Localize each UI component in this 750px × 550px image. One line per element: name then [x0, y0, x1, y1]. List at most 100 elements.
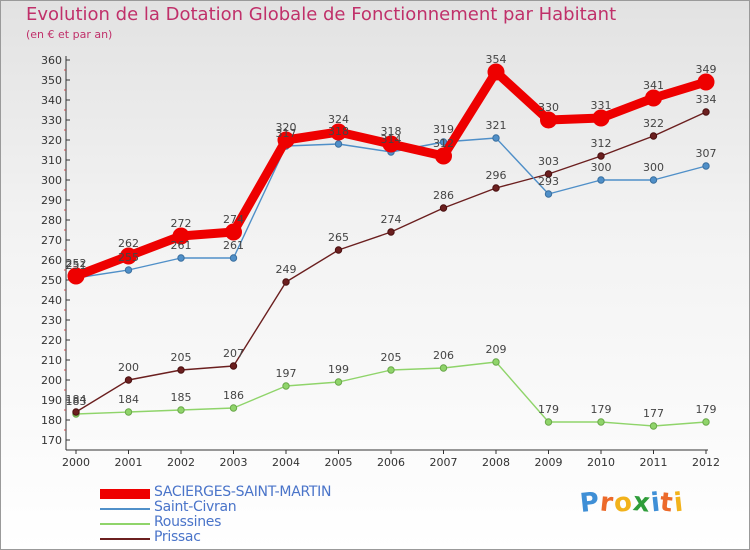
y-tick-label: 310	[41, 154, 62, 167]
data-label: 349	[696, 63, 717, 76]
x-tick-label: 2002	[167, 456, 195, 469]
legend-label: Roussines	[154, 514, 222, 530]
data-point	[382, 135, 400, 153]
data-label: 307	[696, 147, 717, 160]
data-point	[282, 278, 290, 286]
data-label: 321	[486, 119, 507, 132]
data-point	[597, 152, 605, 160]
line-chart: 170 180 190 200 210 220 230 240 250 260 270 280 290 3…	[41, 53, 720, 469]
y-tick-label: 260	[41, 254, 62, 267]
legend-swatch	[100, 523, 150, 525]
y-tick-label: 320	[41, 134, 62, 147]
data-point	[702, 418, 710, 426]
data-label: 274	[223, 213, 244, 226]
data-label: 179	[591, 403, 612, 416]
data-point	[124, 408, 133, 416]
y-tick-label: 240	[41, 294, 62, 307]
legend-label: Saint-Civran	[154, 499, 237, 515]
data-point	[177, 406, 185, 414]
data-label: 199	[328, 363, 349, 376]
data-label: 286	[433, 189, 454, 202]
data-point	[387, 366, 395, 374]
data-label: 177	[643, 407, 664, 420]
y-tick-label: 180	[41, 414, 62, 427]
data-point	[645, 89, 662, 107]
data-point	[282, 382, 290, 390]
data-point	[649, 132, 658, 140]
legend-swatch	[100, 489, 150, 499]
data-point	[72, 408, 80, 416]
data-label: 317	[276, 127, 297, 140]
y-tick-label: 330	[41, 114, 62, 127]
data-label: 185	[171, 391, 192, 404]
data-point	[435, 147, 452, 165]
proxiti-logo: Proxiti	[578, 487, 686, 519]
data-point	[172, 227, 190, 245]
data-label: 184	[118, 393, 139, 406]
y-tick-label: 360	[41, 54, 62, 67]
data-label: 186	[223, 389, 244, 402]
data-label: 324	[328, 113, 349, 126]
x-tick-label: 2007	[430, 456, 458, 469]
data-label: 322	[643, 117, 664, 130]
data-label: 274	[381, 213, 402, 226]
data-label: 255	[118, 251, 139, 264]
data-point	[702, 108, 710, 116]
data-point	[439, 364, 448, 372]
data-label: 209	[486, 343, 507, 356]
data-label: 184	[66, 393, 87, 406]
data-point	[67, 267, 85, 285]
data-label: 251	[66, 259, 87, 272]
data-point	[229, 254, 238, 262]
data-point	[177, 366, 185, 374]
data-point	[334, 140, 343, 148]
y-tick-label: 200	[41, 374, 62, 387]
chart-title: Evolution de la Dotation Globale de Fonc…	[26, 4, 617, 25]
data-label: 265	[328, 231, 349, 244]
data-point	[387, 228, 395, 236]
data-point	[334, 378, 343, 386]
data-label: 207	[223, 347, 244, 360]
data-point	[229, 404, 238, 412]
x-tick-label: 2012	[692, 456, 720, 469]
x-tick-label: 2003	[220, 456, 248, 469]
data-label: 314	[381, 133, 402, 146]
data-label: 334	[696, 93, 717, 106]
data-label: 205	[381, 351, 402, 364]
x-tick-label: 2005	[325, 456, 353, 469]
y-tick-label: 350	[41, 74, 62, 87]
data-point	[597, 418, 605, 426]
data-label: 205	[171, 351, 192, 364]
data-point	[177, 254, 185, 262]
data-point	[492, 358, 500, 366]
data-point	[702, 162, 710, 170]
data-point	[544, 190, 553, 198]
data-label: 320	[276, 121, 297, 134]
data-label: 261	[171, 239, 192, 252]
data-point	[597, 176, 605, 184]
x-tick-label: 2006	[377, 456, 405, 469]
y-tick-label: 300	[41, 174, 62, 187]
data-label: 300	[591, 161, 612, 174]
data-label: 179	[696, 403, 717, 416]
data-point	[229, 362, 238, 370]
legend-swatch	[100, 508, 150, 510]
data-point	[487, 63, 505, 81]
series-line-1	[75, 137, 707, 279]
data-label: 319	[433, 123, 454, 136]
data-label: 183	[66, 395, 87, 408]
logo-letter: i	[672, 487, 686, 519]
data-point	[124, 376, 133, 384]
y-tick-label: 190	[41, 394, 62, 407]
data-label: 354	[486, 53, 507, 66]
data-label: 200	[118, 361, 139, 374]
data-point	[439, 204, 448, 212]
y-tick-label: 210	[41, 354, 62, 367]
data-label: 303	[538, 155, 559, 168]
data-label: 252	[66, 257, 87, 270]
data-label: 179	[538, 403, 559, 416]
x-tick-label: 2001	[115, 456, 143, 469]
data-point	[544, 418, 553, 426]
x-tick-label: 2009	[535, 456, 563, 469]
y-tick-label: 280	[41, 214, 62, 227]
